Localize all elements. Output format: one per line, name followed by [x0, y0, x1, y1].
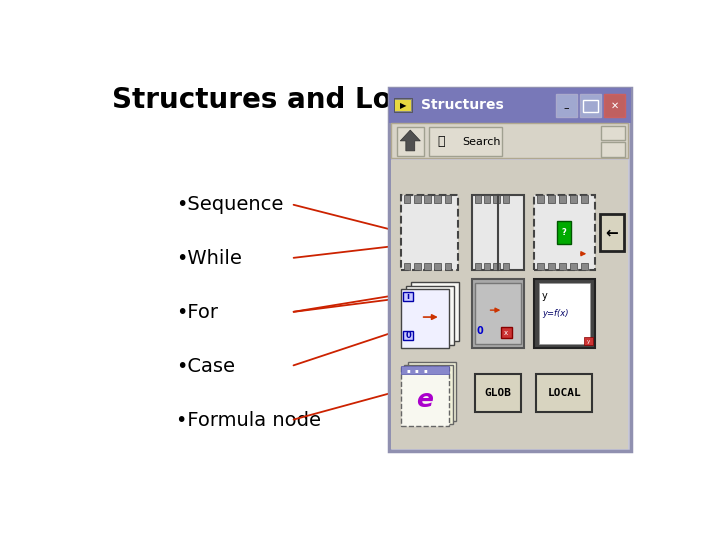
FancyBboxPatch shape	[389, 87, 631, 451]
Text: 0: 0	[405, 331, 411, 340]
Bar	[474, 195, 481, 202]
Bar	[600, 214, 624, 252]
Text: •Formula node: •Formula node	[176, 411, 322, 430]
Bar	[534, 195, 595, 270]
Text: ▪: ▪	[423, 368, 427, 373]
Bar	[503, 263, 509, 270]
Bar	[474, 263, 481, 270]
Text: ←: ←	[606, 225, 618, 240]
Text: Search: Search	[463, 137, 501, 147]
Bar	[581, 263, 588, 270]
Text: •Case: •Case	[176, 357, 235, 376]
Bar	[401, 367, 449, 426]
Bar	[411, 282, 459, 341]
Text: ▶: ▶	[400, 101, 406, 110]
Bar	[404, 263, 410, 270]
Bar	[394, 98, 412, 112]
Bar	[534, 279, 595, 348]
Text: Structures and Loops: Structures and Loops	[112, 85, 448, 113]
Bar	[583, 99, 598, 112]
Bar	[408, 362, 456, 421]
Text: y=f(x): y=f(x)	[542, 309, 569, 318]
Text: Structures: Structures	[421, 98, 504, 112]
Bar	[434, 263, 441, 270]
Bar	[548, 263, 555, 270]
Bar	[404, 195, 410, 202]
Bar	[557, 221, 571, 244]
Text: y: y	[587, 339, 590, 343]
Text: 0: 0	[477, 326, 483, 336]
Bar	[580, 94, 601, 117]
Bar	[472, 195, 524, 270]
Text: y: y	[542, 291, 548, 301]
Bar	[404, 365, 453, 424]
Bar	[536, 374, 593, 413]
Text: 🔍: 🔍	[438, 135, 445, 148]
Text: •Sequence: •Sequence	[176, 194, 284, 214]
Bar	[424, 263, 431, 270]
Bar	[500, 327, 512, 338]
Bar	[403, 331, 413, 340]
Bar	[406, 286, 454, 345]
Bar	[604, 94, 625, 117]
Bar	[474, 374, 521, 413]
Text: ?: ?	[562, 228, 566, 237]
Bar	[414, 195, 420, 202]
Bar	[401, 366, 449, 374]
Bar	[559, 263, 567, 270]
Bar	[429, 127, 502, 156]
Bar	[559, 195, 567, 202]
Bar	[401, 195, 458, 270]
Bar	[424, 195, 431, 202]
Bar	[493, 263, 500, 270]
Text: –: –	[564, 103, 570, 113]
Bar	[600, 143, 625, 157]
Bar	[536, 195, 544, 202]
Bar	[548, 195, 555, 202]
Bar	[475, 283, 521, 344]
Text: LOCAL: LOCAL	[548, 388, 581, 399]
Bar	[536, 263, 544, 270]
Bar	[445, 263, 451, 270]
Bar	[397, 127, 423, 156]
Text: ▪: ▪	[415, 368, 418, 373]
Bar	[570, 195, 577, 202]
Text: •For: •For	[176, 303, 218, 322]
Bar	[403, 292, 413, 301]
Bar	[484, 195, 490, 202]
Text: ▪: ▪	[406, 368, 410, 373]
Bar	[484, 263, 490, 270]
Bar	[493, 195, 500, 202]
Bar	[503, 195, 509, 202]
Text: •While: •While	[176, 248, 243, 268]
Bar	[556, 94, 577, 117]
Bar	[392, 123, 629, 158]
Bar	[584, 338, 593, 345]
Text: GLOB: GLOB	[485, 388, 511, 399]
Bar	[395, 100, 411, 111]
Text: i: i	[407, 292, 410, 301]
Bar	[472, 279, 524, 348]
Bar	[581, 195, 588, 202]
Bar	[389, 87, 631, 123]
Text: e: e	[416, 388, 433, 412]
Bar	[414, 263, 420, 270]
Bar	[401, 289, 449, 348]
Text: ✕: ✕	[611, 100, 618, 110]
Bar	[570, 263, 577, 270]
Text: x: x	[504, 330, 508, 336]
Bar	[539, 283, 590, 344]
Polygon shape	[400, 130, 420, 151]
Bar	[445, 195, 451, 202]
Bar	[434, 195, 441, 202]
Bar	[392, 160, 629, 449]
Bar	[600, 126, 625, 140]
